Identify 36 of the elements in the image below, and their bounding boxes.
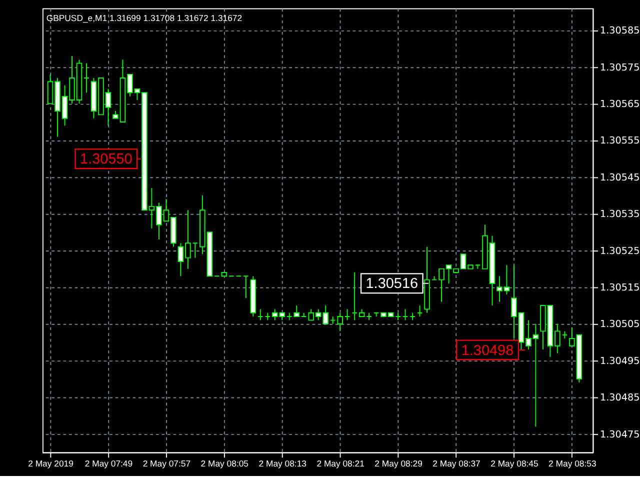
candlestick bbox=[192, 242, 198, 258]
x-tick-label: 2 May 08:29 bbox=[374, 458, 423, 468]
candlestick bbox=[431, 276, 438, 280]
y-tick-label: 1.30585 bbox=[600, 26, 640, 37]
x-tick-label: 2 May 08:13 bbox=[258, 458, 307, 468]
candlestick bbox=[344, 308, 350, 321]
x-tick-label: 2 May 08:05 bbox=[200, 458, 249, 468]
annotation: 1.30498 bbox=[461, 342, 514, 359]
candlestick bbox=[416, 305, 423, 317]
y-tick-label: 1.30495 bbox=[600, 356, 640, 367]
y-tick-label: 1.30485 bbox=[600, 392, 640, 404]
x-tick-label: 2 May 08:45 bbox=[490, 458, 538, 468]
y-tick-label: 1.30475 bbox=[600, 429, 640, 440]
annotation: 1.30550 bbox=[80, 152, 132, 168]
candlestick bbox=[84, 62, 90, 94]
candlestick bbox=[242, 276, 249, 299]
y-tick-label: 1.30555 bbox=[600, 136, 640, 147]
chart-title: GBPUSD_e,M1 1.31699 1.31708 1.31672 1.31672 bbox=[46, 12, 242, 23]
y-tick-label: 1.30575 bbox=[600, 62, 640, 74]
annotation: 1.30516 bbox=[366, 276, 418, 292]
x-tick-label: 2 May 08:37 bbox=[432, 458, 481, 468]
x-tick-label: 2 May 08:21 bbox=[316, 458, 365, 468]
y-tick-label: 1.30565 bbox=[600, 99, 640, 110]
y-tick-label: 1.30515 bbox=[600, 282, 640, 294]
y-tick-label: 1.30525 bbox=[600, 246, 640, 257]
y-tick-label: 1.30505 bbox=[600, 319, 640, 330]
y-tick-label: 1.30545 bbox=[600, 172, 640, 184]
y-tick-label: 1.30535 bbox=[600, 209, 640, 220]
x-tick-label: 2 May 08:53 bbox=[548, 458, 596, 468]
x-tick-label: 2 May 07:49 bbox=[84, 458, 133, 468]
candlestick bbox=[352, 272, 358, 321]
candlestick bbox=[562, 330, 568, 340]
candlestick bbox=[402, 308, 408, 321]
x-tick-label: 2 May 2019 bbox=[28, 458, 74, 468]
x-tick-label: 2 May 07:57 bbox=[142, 458, 191, 468]
candlestick bbox=[257, 308, 264, 321]
